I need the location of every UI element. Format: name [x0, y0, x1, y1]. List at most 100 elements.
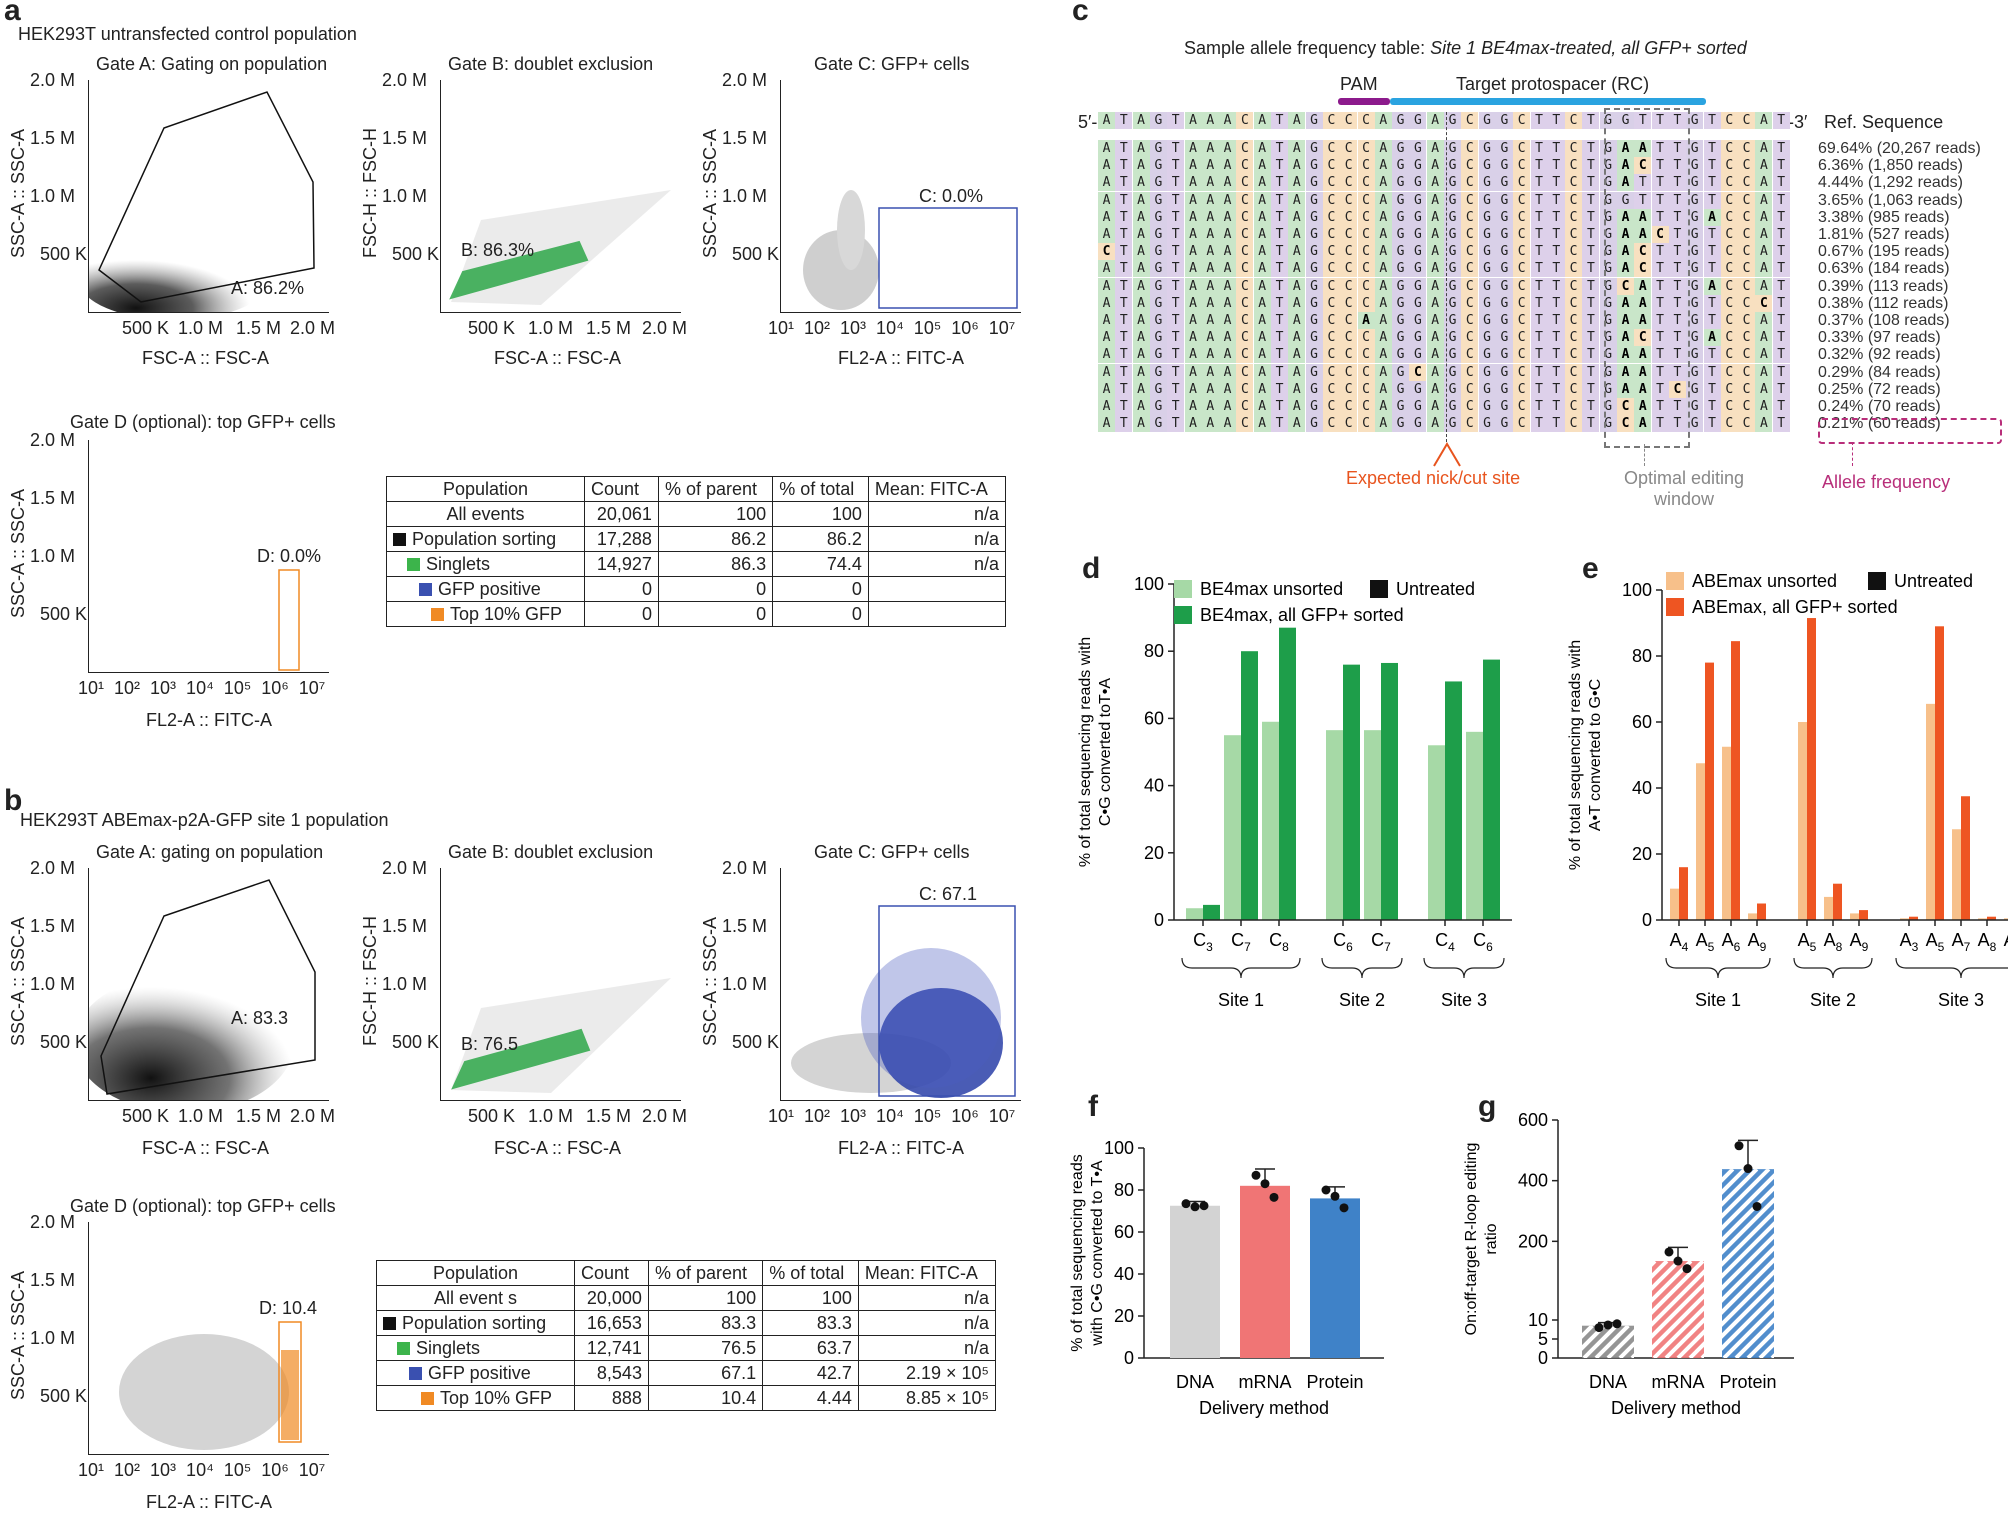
- base-cell: C: [1565, 312, 1583, 329]
- base-cell: T: [1167, 226, 1185, 243]
- base-cell: A: [1201, 277, 1219, 295]
- base-cell: G: [1686, 174, 1704, 192]
- base-cell: A: [1617, 380, 1634, 398]
- base-cell: C: [1340, 174, 1358, 192]
- nick-marker: [1433, 442, 1461, 467]
- bar-hatch: [1770, 1353, 1774, 1358]
- base-cell: A: [1374, 174, 1392, 192]
- base-cell: G: [1686, 157, 1704, 175]
- base-cell: G: [1495, 191, 1513, 209]
- base-cell: A: [1426, 140, 1444, 157]
- x-tick-label: mRNA: [1652, 1372, 1705, 1392]
- base-cell: G: [1409, 191, 1427, 209]
- base-cell: A: [1374, 346, 1392, 364]
- panel-b-title: HEK293T ABEmax-p2A-GFP site 1 population: [20, 810, 389, 830]
- x-tick-label: C8: [1269, 930, 1289, 954]
- base-cell: A: [1219, 157, 1237, 175]
- x-tick-label: A5: [1798, 930, 1817, 954]
- base-cell: C: [1617, 415, 1634, 433]
- base-cell: A: [1253, 294, 1271, 312]
- base-cell: T: [1772, 243, 1790, 261]
- base-cell: T: [1530, 243, 1548, 261]
- bar: [1326, 730, 1343, 920]
- bar: [1978, 918, 1987, 920]
- base-cell: C: [1720, 346, 1738, 364]
- base-cell: C: [1617, 277, 1634, 295]
- base-cell: A: [1426, 277, 1444, 295]
- base-cell: C: [1634, 243, 1652, 261]
- base-cell: T: [1651, 140, 1669, 157]
- base-cell: G: [1599, 140, 1617, 157]
- base-cell: A: [1184, 112, 1202, 129]
- base-cell: G: [1149, 363, 1167, 381]
- base-cell: G: [1686, 191, 1704, 209]
- bar: [1961, 796, 1970, 920]
- base-cell: C: [1357, 398, 1375, 415]
- base-cell: A: [1184, 140, 1202, 157]
- base-cell: A: [1703, 329, 1721, 347]
- base-cell: T: [1547, 140, 1565, 157]
- base-cell: C: [1340, 157, 1358, 175]
- base-cell: A: [1098, 415, 1115, 433]
- base-cell: C: [1738, 329, 1756, 347]
- base-cell: T: [1547, 329, 1565, 347]
- y-tick-label: 40: [1144, 776, 1164, 796]
- base-cell: C: [1357, 294, 1375, 312]
- base-cell: A: [1755, 277, 1773, 295]
- base-cell: A: [1755, 243, 1773, 261]
- bar: [1279, 627, 1296, 920]
- base-cell: G: [1392, 329, 1410, 347]
- y-tick-label: 0: [1538, 1348, 1548, 1368]
- group-label: Site 3: [1441, 990, 1487, 1010]
- base-cell: C: [1357, 380, 1375, 398]
- base-cell: A: [1184, 208, 1202, 226]
- y-axis-label-line: % of total sequencing reads: [1070, 1154, 1086, 1351]
- base-cell: C: [1513, 112, 1531, 129]
- base-cell: A: [1617, 157, 1634, 175]
- base-cell: A: [1426, 294, 1444, 312]
- a-gateB-polygon: [449, 240, 589, 300]
- base-cell: T: [1530, 260, 1548, 278]
- base-cell: G: [1599, 243, 1617, 261]
- base-cell: G: [1305, 191, 1323, 209]
- base-cell: T: [1668, 226, 1686, 243]
- base-cell: G: [1495, 415, 1513, 433]
- base-cell: G: [1149, 277, 1167, 295]
- base-cell: T: [1271, 329, 1288, 347]
- base-cell: A: [1184, 277, 1202, 295]
- base-cell: T: [1651, 380, 1669, 398]
- base-cell: T: [1167, 329, 1185, 347]
- base-cell: G: [1444, 208, 1461, 226]
- base-cell: A: [1201, 243, 1219, 261]
- base-cell: T: [1668, 191, 1686, 209]
- y-axis-label-line: C•G converted toT•A: [1097, 678, 1114, 826]
- base-cell: C: [1340, 415, 1358, 433]
- base-cell: C: [1322, 226, 1340, 243]
- y-axis-label-line: ratio: [1483, 1223, 1500, 1254]
- base-cell: A: [1201, 398, 1219, 415]
- bar-hatch: [1722, 1169, 1735, 1183]
- bar-hatch: [1722, 1233, 1774, 1291]
- base-cell: C: [1340, 112, 1358, 129]
- base-cell: C: [1513, 260, 1531, 278]
- allele-frequency: 0.24% (70 reads): [1818, 398, 1941, 415]
- base-cell: G: [1495, 208, 1513, 226]
- base-cell: G: [1409, 415, 1427, 433]
- base-cell: T: [1772, 191, 1790, 209]
- base-cell: G: [1686, 380, 1704, 398]
- base-cell: T: [1582, 294, 1600, 312]
- base-cell: G: [1149, 312, 1167, 329]
- table-header-row: Population Count% of parent% of total Mean…: [386, 476, 1007, 502]
- base-cell: G: [1599, 174, 1617, 192]
- base-cell: C: [1720, 226, 1738, 243]
- base-cell: C: [1513, 415, 1531, 433]
- base-cell: C: [1322, 329, 1340, 347]
- y-tick-label: 100: [1134, 574, 1164, 594]
- base-cell: T: [1271, 226, 1288, 243]
- base-cell: A: [1374, 294, 1392, 312]
- allele-frequency: 0.32% (92 reads): [1818, 346, 1941, 364]
- x-tick-label: Protein: [1306, 1372, 1363, 1392]
- base-cell: A: [1184, 398, 1202, 415]
- a-gateB-xlabel: FSC-A :: FSC-A: [494, 348, 622, 368]
- base-cell: C: [1236, 398, 1254, 415]
